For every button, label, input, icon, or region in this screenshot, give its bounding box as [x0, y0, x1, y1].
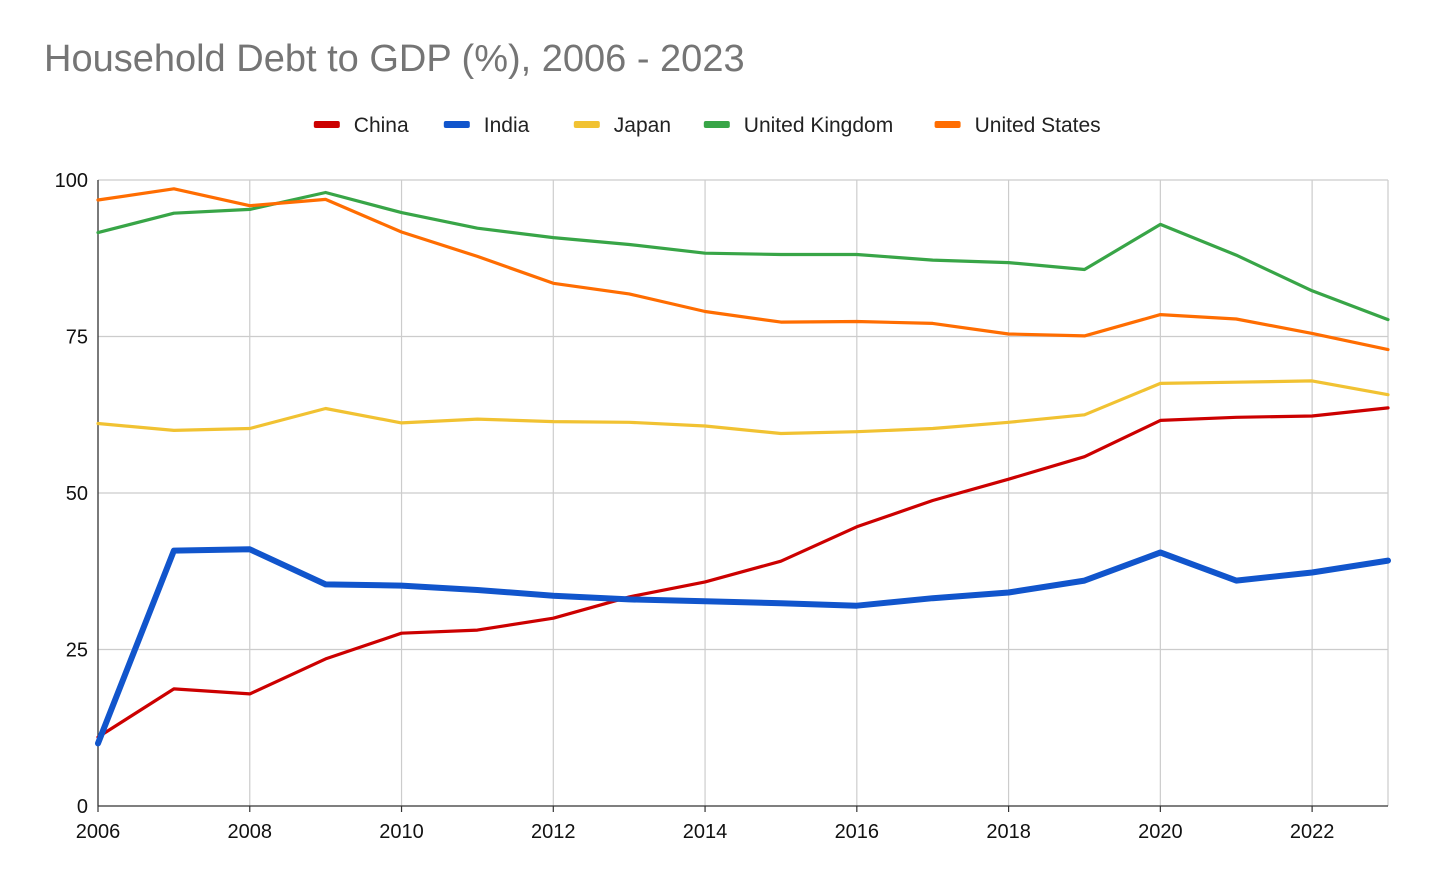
legend-label: United Kingdom [744, 114, 893, 137]
x-tick-label: 2018 [986, 821, 1031, 843]
y-tick-label: 75 [66, 327, 88, 349]
series-line-united-kingdom [96, 190, 1390, 322]
grid [98, 179, 1389, 806]
legend: China India Japan United Kingdom United Stat… [313, 114, 1101, 137]
tick-labels: 0 25 50 75 100 2006 2008 2010 2012 2014 2016 2018 20… [55, 170, 1335, 843]
series-line-united-states [96, 187, 1390, 352]
x-tick-label: 2014 [683, 821, 728, 843]
y-tick-label: 50 [66, 483, 88, 505]
legend-label: United States [975, 114, 1101, 137]
legend-swatch [573, 121, 600, 128]
y-tick-label: 25 [66, 640, 88, 662]
x-tick-label: 2010 [379, 821, 424, 843]
series-line-india [95, 546, 1391, 747]
series-line-japan [96, 379, 1390, 436]
chart-title: Household Debt to GDP (%), 2006 - 2023 [44, 38, 745, 80]
x-tick-label: 2016 [835, 821, 880, 843]
x-tick-label: 2020 [1138, 821, 1183, 843]
legend-swatch [934, 121, 961, 128]
legend-label: India [484, 114, 530, 137]
legend-item-united-kingdom[interactable]: United Kingdom [703, 114, 893, 137]
series-lines [95, 187, 1391, 747]
legend-item-japan[interactable]: Japan [573, 114, 671, 137]
x-tick-label: 2008 [228, 821, 273, 843]
y-tick-label: 0 [77, 796, 88, 818]
legend-swatch [443, 121, 470, 128]
x-tick-label: 2006 [76, 821, 121, 843]
legend-item-china[interactable]: China [313, 114, 409, 137]
axes [97, 180, 1388, 812]
legend-swatch [313, 121, 340, 128]
legend-swatch [703, 121, 730, 128]
x-tick-label: 2012 [531, 821, 576, 843]
legend-label: Japan [614, 114, 671, 137]
legend-label: China [354, 114, 409, 137]
legend-item-india[interactable]: India [443, 114, 530, 137]
legend-item-united-states[interactable]: United States [934, 114, 1101, 137]
x-tick-label: 2022 [1290, 821, 1335, 843]
series-line-china [96, 406, 1390, 739]
y-tick-label: 100 [55, 170, 88, 192]
